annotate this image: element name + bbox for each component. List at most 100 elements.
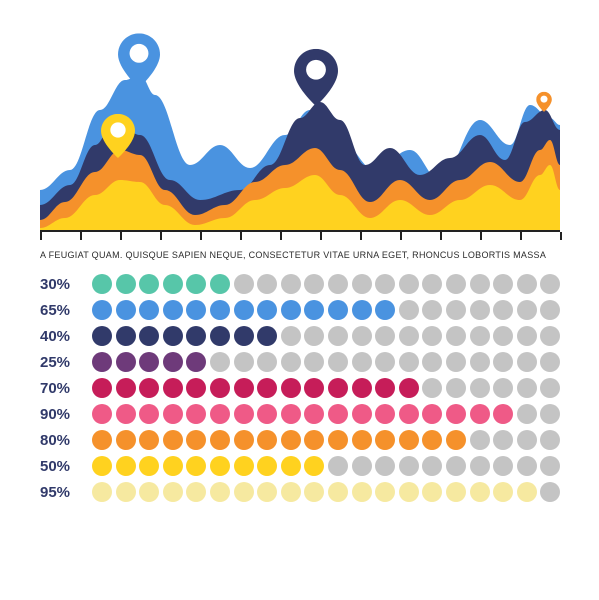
dot-filled — [281, 482, 301, 502]
dot-empty — [422, 274, 442, 294]
dot-empty — [304, 352, 324, 372]
map-pin-icon — [537, 92, 553, 112]
dot-empty — [375, 456, 395, 476]
dot-filled — [139, 430, 159, 450]
axis-tick — [400, 232, 402, 240]
dot-empty — [540, 404, 560, 424]
dot-track — [92, 404, 560, 424]
dot-filled — [375, 378, 395, 398]
dot-filled — [186, 300, 206, 320]
map-pin-icon — [294, 49, 338, 106]
dot-filled — [517, 482, 537, 502]
dot-filled — [422, 430, 442, 450]
x-axis — [40, 230, 560, 242]
dot-filled — [234, 378, 254, 398]
dot-empty — [352, 352, 372, 372]
dot-empty — [493, 274, 513, 294]
dot-filled — [257, 430, 277, 450]
dot-filled — [257, 378, 277, 398]
dot-empty — [257, 352, 277, 372]
map-pin-icon — [118, 33, 160, 88]
dot-filled — [116, 456, 136, 476]
dot-filled — [234, 404, 254, 424]
dot-empty — [399, 300, 419, 320]
dot-filled — [304, 456, 324, 476]
dot-empty — [446, 352, 466, 372]
axis-tick — [40, 232, 42, 240]
dot-empty — [540, 326, 560, 346]
dot-filled — [92, 456, 112, 476]
dot-filled — [328, 430, 348, 450]
dot-filled — [139, 326, 159, 346]
dot-filled — [210, 300, 230, 320]
dot-empty — [352, 456, 372, 476]
dot-filled — [281, 430, 301, 450]
dot-track — [92, 352, 560, 372]
dot-filled — [304, 300, 324, 320]
dot-row: 30% — [40, 274, 560, 294]
dot-filled — [210, 456, 230, 476]
dot-filled — [92, 274, 112, 294]
dot-filled — [163, 352, 183, 372]
dot-row: 90% — [40, 404, 560, 424]
dot-filled — [328, 378, 348, 398]
dot-filled — [210, 482, 230, 502]
dot-track — [92, 326, 560, 346]
dot-percentage-chart: 30%65%40%25%70%90%80%50%95% — [40, 274, 560, 502]
dot-empty — [304, 326, 324, 346]
dot-empty — [517, 430, 537, 450]
dot-empty — [375, 352, 395, 372]
dot-filled — [92, 300, 112, 320]
dot-empty — [446, 274, 466, 294]
dot-empty — [493, 352, 513, 372]
dot-empty — [210, 352, 230, 372]
dot-empty — [375, 326, 395, 346]
dot-empty — [493, 456, 513, 476]
dot-empty — [517, 404, 537, 424]
map-pin-icon — [101, 114, 135, 158]
percent-label: 95% — [40, 484, 84, 501]
dot-filled — [116, 326, 136, 346]
dot-row: 95% — [40, 482, 560, 502]
dot-empty — [470, 378, 490, 398]
dot-filled — [375, 404, 395, 424]
dot-empty — [540, 352, 560, 372]
dot-empty — [328, 352, 348, 372]
dot-empty — [281, 326, 301, 346]
dot-filled — [139, 300, 159, 320]
dot-empty — [517, 300, 537, 320]
dot-filled — [304, 482, 324, 502]
dot-filled — [257, 300, 277, 320]
dot-empty — [470, 300, 490, 320]
dot-filled — [163, 456, 183, 476]
dot-empty — [328, 456, 348, 476]
axis-tick — [160, 232, 162, 240]
dot-filled — [92, 378, 112, 398]
dot-track — [92, 456, 560, 476]
dot-filled — [399, 378, 419, 398]
dot-track — [92, 378, 560, 398]
percent-label: 50% — [40, 458, 84, 475]
axis-tick — [520, 232, 522, 240]
dot-filled — [257, 456, 277, 476]
dot-filled — [92, 352, 112, 372]
dot-filled — [257, 482, 277, 502]
dot-filled — [446, 482, 466, 502]
dot-filled — [186, 404, 206, 424]
dot-filled — [92, 404, 112, 424]
dot-filled — [186, 274, 206, 294]
dot-track — [92, 430, 560, 450]
dot-filled — [352, 430, 372, 450]
dot-filled — [470, 482, 490, 502]
dot-empty — [540, 482, 560, 502]
dot-filled — [186, 482, 206, 502]
dot-filled — [493, 482, 513, 502]
dot-filled — [210, 404, 230, 424]
dot-filled — [116, 404, 136, 424]
axis-tick — [240, 232, 242, 240]
dot-row: 80% — [40, 430, 560, 450]
dot-filled — [139, 456, 159, 476]
dot-filled — [210, 430, 230, 450]
dot-filled — [186, 326, 206, 346]
axis-tick — [360, 232, 362, 240]
